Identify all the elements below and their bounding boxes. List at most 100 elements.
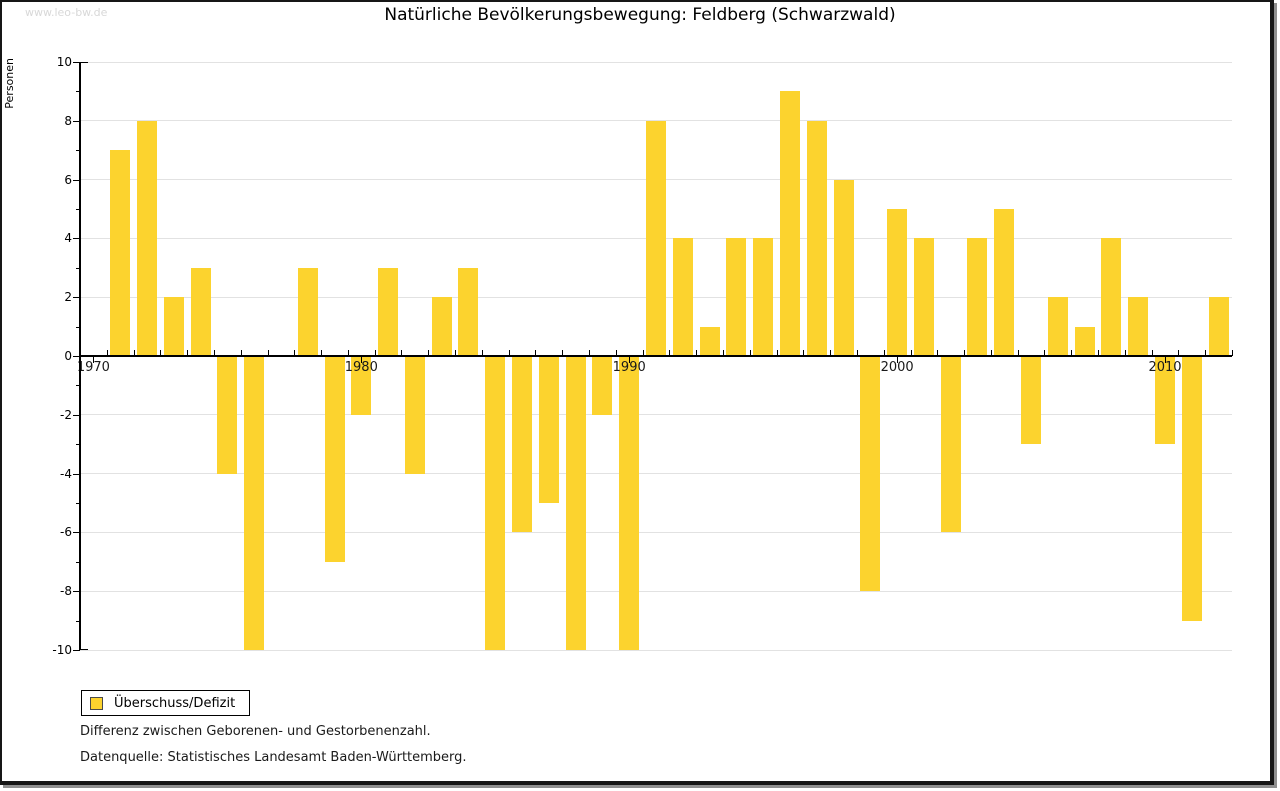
- x-axis-tick: [883, 350, 885, 356]
- y-axis-tick: [73, 120, 80, 122]
- x-axis-tick: [1017, 350, 1019, 356]
- bar-1988: [565, 356, 586, 650]
- y-axis-tick: [76, 620, 80, 622]
- bar-1987: [538, 356, 559, 503]
- x-axis-tick: [347, 350, 349, 356]
- bar-1985: [485, 356, 506, 650]
- bar-1990: [619, 356, 640, 650]
- bar-2006: [1047, 297, 1068, 356]
- bar-2000: [887, 209, 908, 356]
- legend-label: Überschuss/Defizit: [114, 695, 236, 711]
- y-axis-tick: [76, 91, 80, 93]
- bar-1998: [833, 179, 854, 356]
- x-axis-tick: [722, 350, 724, 356]
- x-axis-tick: [428, 350, 430, 356]
- gridline: [80, 649, 1232, 651]
- x-axis-tick: [213, 350, 215, 356]
- y-axis-bottom-cap: [80, 649, 88, 650]
- x-axis-tick: [133, 350, 135, 356]
- x-axis-tick: [401, 350, 403, 356]
- y-axis-tick: [76, 209, 80, 210]
- chart-title: Natürliche Bevölkerungsbewegung: Feldber…: [384, 5, 896, 25]
- x-axis-tick: [964, 350, 966, 356]
- x-axis-tick: [1205, 350, 1207, 356]
- y-tick-label: 4: [64, 231, 72, 246]
- y-axis-tick: [76, 503, 80, 504]
- x-tick-label: 1990: [612, 360, 646, 375]
- bar-1971: [110, 150, 131, 356]
- gridline: [80, 414, 1232, 416]
- y-tick-label: -4: [60, 466, 72, 481]
- x-axis-tick: [106, 350, 108, 356]
- bar-1975: [217, 356, 238, 474]
- bar-1989: [592, 356, 613, 415]
- bar-1983: [431, 297, 452, 356]
- bar-1994: [726, 238, 747, 356]
- x-axis-tick: [990, 350, 992, 356]
- bar-1974: [190, 267, 211, 356]
- bar-1986: [512, 356, 533, 533]
- bar-1999: [860, 356, 881, 592]
- bar-1995: [753, 238, 774, 356]
- bar-1992: [672, 238, 693, 356]
- y-axis-line: [79, 62, 81, 650]
- footnote-definition: Differenz zwischen Geborenen- und Gestor…: [80, 724, 431, 739]
- y-axis-tick: [73, 532, 80, 534]
- y-axis-tick: [76, 150, 80, 152]
- x-axis-tick: [240, 350, 242, 356]
- legend: Überschuss/Defizit: [81, 690, 251, 716]
- y-tick-label: -6: [60, 525, 72, 540]
- bar-1996: [779, 91, 800, 356]
- x-axis-tick: [1232, 350, 1233, 356]
- x-axis-tick: [803, 350, 805, 356]
- x-axis-tick: [508, 350, 510, 356]
- x-axis-major-tick: [93, 357, 95, 363]
- x-axis-tick: [589, 350, 591, 356]
- x-tick-label: 1970: [76, 360, 110, 375]
- footnote-source: Datenquelle: Statistisches Landesamt Bad…: [80, 750, 467, 765]
- y-axis-tick: [76, 444, 80, 446]
- bar-2012: [1208, 297, 1229, 356]
- x-axis-tick: [642, 350, 644, 356]
- watermark: www.leo-bw.de: [25, 6, 108, 19]
- bar-1981: [378, 267, 399, 356]
- x-tick-label: 2000: [880, 360, 914, 375]
- y-axis-tick: [73, 297, 80, 299]
- y-tick-label: -10: [52, 643, 72, 657]
- y-tick-label: 2: [64, 290, 72, 305]
- x-axis-tick: [1124, 350, 1126, 356]
- bar-2003: [967, 238, 988, 356]
- bar-1991: [646, 120, 666, 356]
- y-axis-tick: [73, 179, 80, 181]
- bar-1984: [458, 267, 479, 356]
- y-tick-label: -8: [60, 584, 72, 599]
- y-axis-tick: [76, 385, 80, 387]
- gridline: [80, 590, 1232, 592]
- x-axis-tick: [749, 350, 751, 356]
- bar-2004: [994, 209, 1015, 356]
- x-axis-tick: [1071, 350, 1073, 356]
- x-axis-tick: [481, 350, 483, 356]
- bar-2001: [913, 238, 934, 356]
- bar-2010: [1155, 356, 1176, 445]
- y-axis-tick: [73, 356, 80, 357]
- x-axis-tick: [1178, 350, 1180, 356]
- y-tick-label: 10: [56, 55, 72, 69]
- x-axis-tick: [830, 350, 832, 356]
- x-axis-tick: [776, 350, 778, 356]
- y-axis-tick: [76, 267, 80, 269]
- bar-1973: [163, 297, 184, 356]
- y-axis-tick: [73, 650, 80, 651]
- x-axis-tick: [1098, 350, 1100, 356]
- bar-1993: [699, 326, 720, 356]
- x-axis-tick: [937, 350, 939, 356]
- y-axis-title: Personen: [3, 58, 16, 109]
- bar-2005: [1021, 356, 1042, 445]
- x-axis-tick: [187, 350, 189, 356]
- bar-2007: [1074, 326, 1095, 356]
- gridline: [80, 531, 1232, 533]
- bar-1997: [806, 120, 827, 356]
- y-axis-tick: [73, 238, 80, 240]
- x-axis-tick: [669, 350, 671, 356]
